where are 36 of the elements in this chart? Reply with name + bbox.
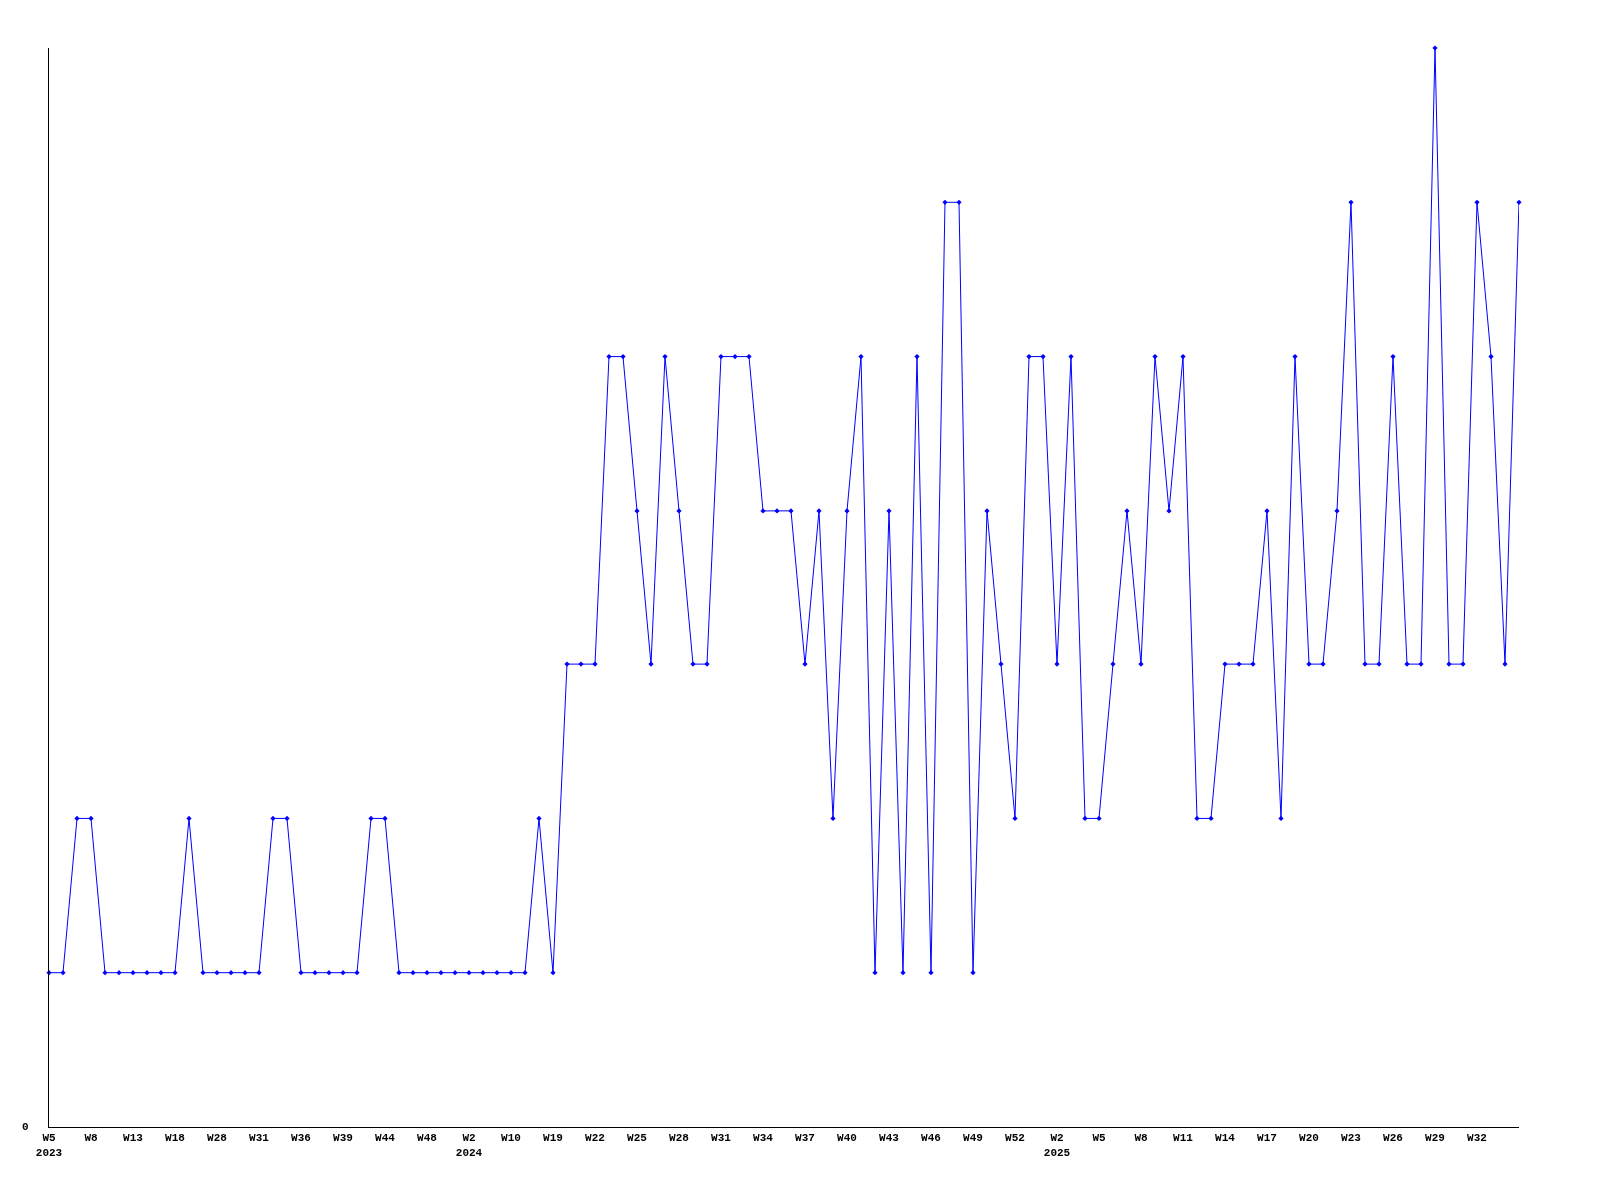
x-tick-label: W8 — [84, 1132, 98, 1145]
x-tick-label: W29 — [1425, 1132, 1445, 1145]
x-tick-label: W10 — [501, 1132, 521, 1145]
x-tick-label: W18 — [165, 1132, 186, 1145]
x-tick-label: W2 2024 — [455, 1132, 483, 1159]
x-tick-label: W37 — [795, 1132, 815, 1145]
x-tick-label: W28 — [207, 1132, 228, 1145]
x-tick-label: W23 — [1341, 1132, 1362, 1145]
x-tick-label: W8 — [1134, 1132, 1148, 1145]
text: 0 — [22, 1121, 29, 1133]
x-tick-label: W2 2025 — [1043, 1132, 1071, 1159]
x-tick-label: W14 — [1215, 1132, 1236, 1145]
x-tick-label: W11 — [1173, 1132, 1194, 1145]
x-tick-label: W26 — [1383, 1132, 1403, 1145]
x-tick-label: W17 — [1257, 1132, 1277, 1145]
x-tick-label: W52 — [1005, 1132, 1025, 1145]
x-tick-label: W5 2023 — [35, 1132, 63, 1159]
x-tick-label: W40 — [837, 1132, 857, 1145]
x-tick-label: W43 — [879, 1132, 900, 1145]
x-tick-label: W22 — [585, 1132, 605, 1145]
x-tick-label: W39 — [333, 1132, 353, 1145]
x-tick-label: W31 — [711, 1132, 732, 1145]
x-tick-label: W48 — [417, 1132, 438, 1145]
x-tick-label: W44 — [375, 1132, 396, 1145]
x-tick-label: W19 — [543, 1132, 563, 1145]
x-tick-label: W28 — [669, 1132, 690, 1145]
x-tick-label: W25 — [627, 1132, 648, 1145]
x-tick-label: W46 — [921, 1132, 941, 1145]
x-tick-label: W34 — [753, 1132, 774, 1145]
x-tick-label: W5 — [1092, 1132, 1106, 1145]
x-tick-label: W20 — [1299, 1132, 1319, 1145]
x-tick-label: W31 — [249, 1132, 270, 1145]
x-tick-label: W13 — [123, 1132, 144, 1145]
x-tick-label: W32 — [1467, 1132, 1487, 1145]
x-tick-label: W49 — [963, 1132, 983, 1145]
x-tick-label: W36 — [291, 1132, 311, 1145]
